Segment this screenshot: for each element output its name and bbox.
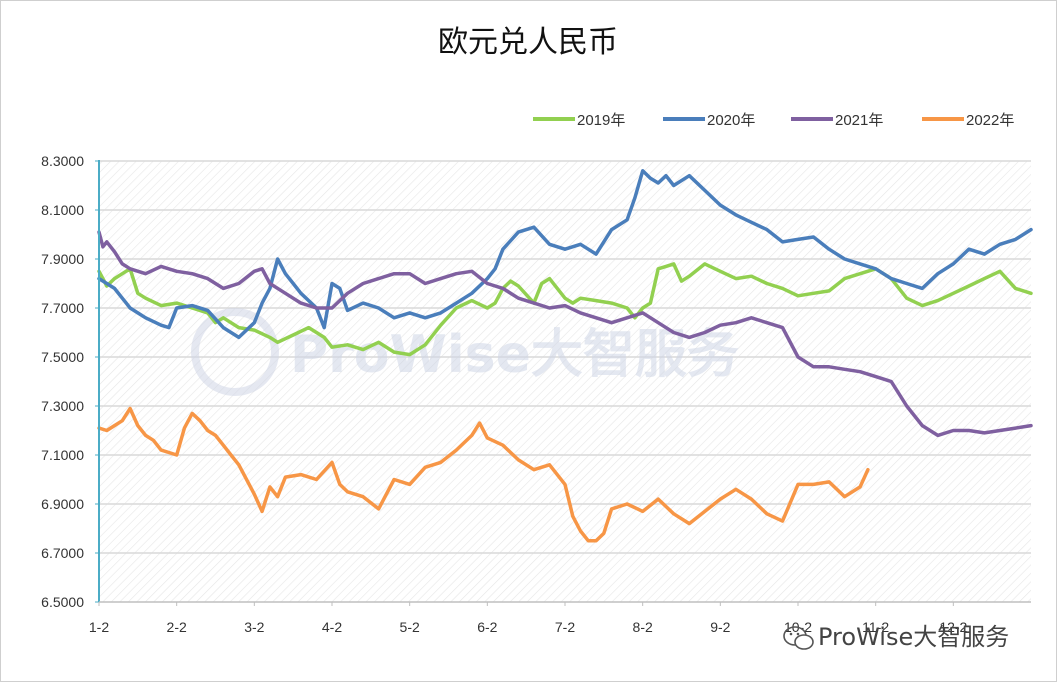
corner-watermark-text: ProWise大智服务 [818, 623, 1009, 651]
x-tick-label: 7-2 [555, 619, 575, 635]
chart-title: 欧元兑人民币 [438, 25, 618, 60]
x-tick-label: 9-2 [710, 619, 730, 635]
y-tick-label: 6.7000 [41, 545, 84, 561]
wechat-icon [783, 626, 814, 650]
legend-label: 2020年 [707, 112, 755, 129]
legend-label: 2021年 [835, 112, 883, 129]
x-tick-label: 4-2 [322, 619, 342, 635]
watermark-text: ProWise大智服务 [290, 325, 739, 385]
x-tick-label: 3-2 [244, 619, 264, 635]
y-tick-label: 7.7000 [41, 300, 84, 316]
watermark-logo-icon [191, 308, 279, 396]
center-watermark: ProWise大智服务 [191, 308, 739, 396]
x-tick-label: 11-2 [862, 619, 889, 635]
y-tick-label: 7.3000 [41, 398, 84, 414]
y-tick-label: 7.5000 [41, 349, 84, 365]
y-tick-label: 6.5000 [41, 594, 84, 610]
x-tick-label: 12-2 [939, 619, 967, 635]
series-line-1 [97, 262, 1033, 357]
corner-watermark: ProWise大智服务 [783, 623, 1009, 651]
series-line-3 [97, 230, 1033, 438]
x-tick-label: 1-2 [89, 619, 109, 635]
y-axis-ticks: 6.5000 6.7000 6.9000 7.1000 7.3000 7.5000 7.70… [41, 153, 99, 610]
series-group [97, 169, 1033, 543]
legend: 2019年 2020年 2021年 2022年 [533, 112, 1014, 129]
x-tick-label: 5-2 [400, 619, 420, 635]
gridlines [99, 160, 1031, 554]
x-axis-ticks: 1-2 2-2 3-2 4-2 5-2 6-2 7-2 8-2 9-2 10-2 11-2 12-2 [89, 602, 968, 635]
plot-area [99, 161, 1031, 602]
series-line-4 [97, 406, 870, 543]
y-tick-label: 8.1000 [41, 202, 84, 218]
legend-label: 2019年 [577, 112, 625, 129]
y-tick-label: 7.9000 [41, 251, 84, 267]
y-tick-label: 8.3000 [41, 153, 84, 169]
x-tick-label: 2-2 [167, 619, 187, 635]
x-tick-label: 6-2 [477, 619, 497, 635]
series-line-2 [97, 169, 1033, 340]
y-tick-label: 7.1000 [41, 447, 84, 463]
legend-label: 2022年 [966, 112, 1014, 129]
x-tick-label: 8-2 [633, 619, 653, 635]
y-tick-label: 6.9000 [41, 496, 84, 512]
